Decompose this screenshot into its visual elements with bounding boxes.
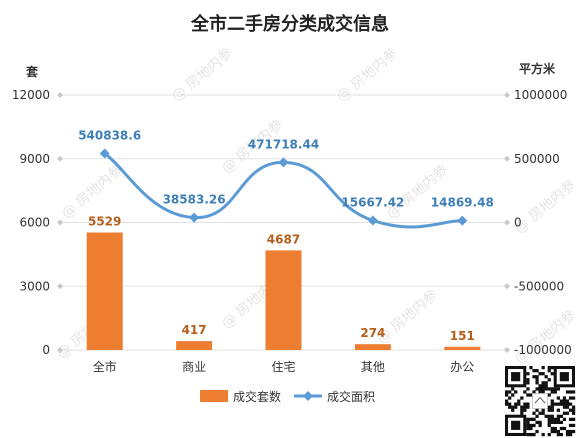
bar-商业 (176, 341, 213, 350)
right-tick-label: -1000000 (514, 343, 572, 357)
right-tick-label: 0 (514, 216, 522, 230)
category-label: 其他 (361, 360, 385, 374)
line-data-label: 38583.26 (163, 193, 226, 207)
tick-marker (504, 155, 510, 162)
right-axis-unit: 平方米 (519, 61, 556, 76)
tick-marker (504, 283, 510, 290)
tick-marker (504, 219, 510, 226)
left-axis-unit: 套 (25, 64, 39, 79)
line-point (367, 215, 378, 226)
bar-办公 (444, 346, 481, 350)
bar-其他 (354, 344, 391, 350)
category-label: 住宅 (271, 359, 295, 374)
left-tick-label: 6000 (19, 216, 50, 230)
right-tick-label: -500000 (514, 279, 564, 293)
category-label: 办公 (450, 359, 474, 374)
line-data-label: 15667.42 (341, 196, 404, 210)
left-tick-label: 9000 (19, 152, 50, 166)
tick-marker (504, 92, 510, 98)
legend-bar-label: 成交套数 (233, 389, 281, 404)
chart-title: 全市二手房分类成交信息 (190, 13, 389, 35)
category-label: 全市 (93, 359, 117, 374)
tick-marker (57, 283, 63, 290)
tick-marker (57, 347, 63, 353)
line-point (278, 157, 289, 168)
line-point (99, 148, 110, 159)
tick-marker (57, 92, 63, 98)
bar-住宅 (265, 250, 302, 350)
bar-data-label: 4687 (267, 232, 300, 246)
left-tick-label: 0 (42, 343, 50, 357)
bar-data-label: 151 (450, 329, 475, 343)
bar-data-label: 5529 (88, 215, 121, 229)
bar-全市 (86, 232, 123, 350)
left-tick-label: 12000 (12, 88, 50, 102)
legend-bar-swatch (200, 390, 228, 402)
qr-code-image (505, 366, 576, 437)
bar-data-label: 417 (182, 323, 207, 337)
legend-line-label: 成交面积 (327, 389, 375, 404)
line-point (457, 215, 468, 226)
right-tick-label: 1000000 (514, 88, 567, 102)
tick-marker (504, 347, 510, 353)
legend-line-marker (303, 391, 313, 401)
line-data-label: 540838.6 (78, 129, 141, 143)
bar-data-label: 274 (360, 326, 385, 340)
tick-marker (57, 155, 63, 162)
right-tick-label: 500000 (514, 152, 560, 166)
category-label: 商业 (182, 359, 206, 374)
line-data-label: 471718.44 (248, 137, 319, 151)
line-data-label: 14869.48 (431, 196, 494, 210)
line-point (189, 212, 200, 223)
left-tick-label: 3000 (19, 279, 50, 293)
tick-marker (57, 219, 63, 226)
area-series-line (103, 152, 463, 229)
